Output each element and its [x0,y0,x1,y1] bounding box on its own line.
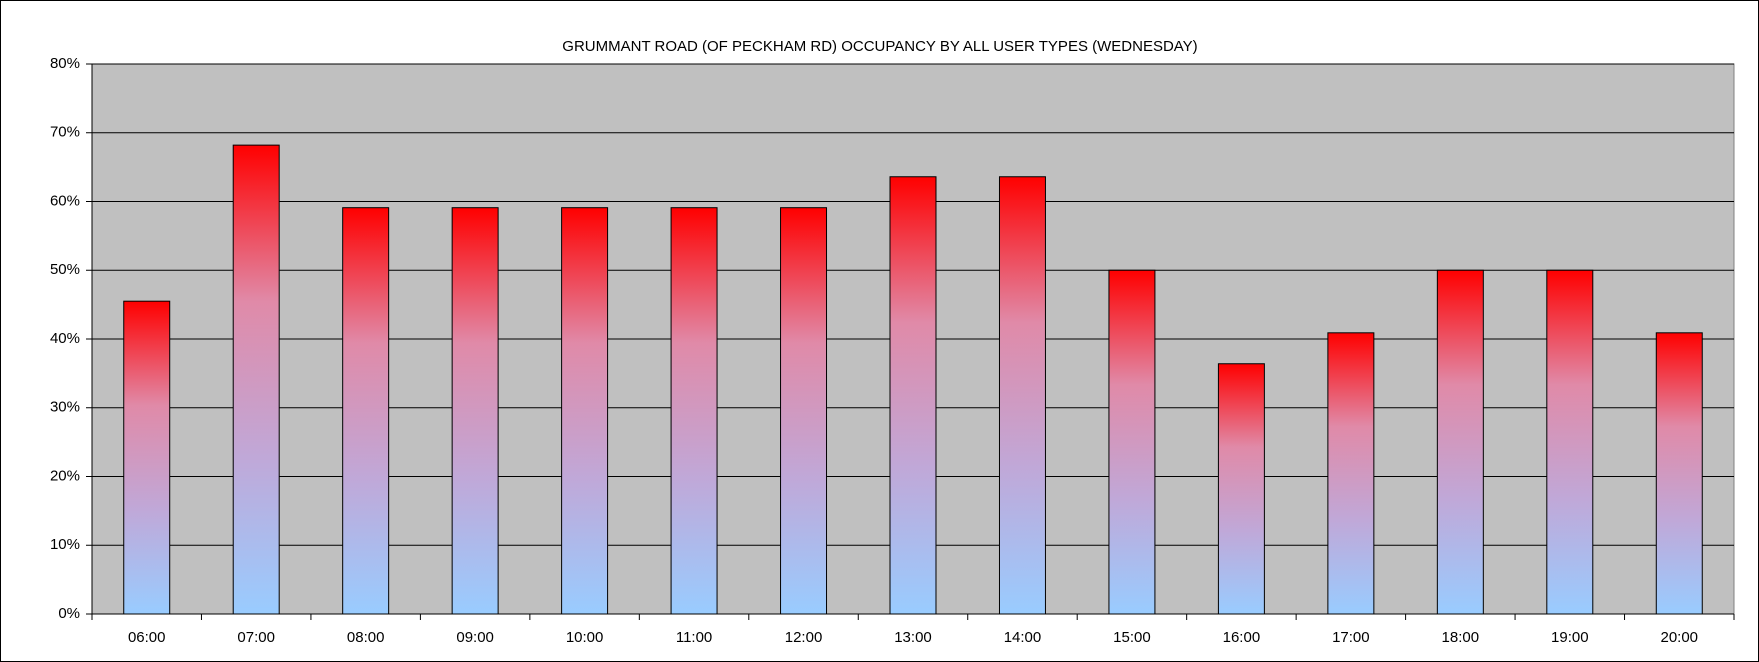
x-tick-label: 14:00 [1004,629,1042,646]
bar [998,176,1046,615]
x-tick-label: 17:00 [1332,629,1370,646]
x-tick-label: 19:00 [1551,629,1589,646]
bar [780,207,828,615]
x-tick-label: 13:00 [894,629,932,646]
y-tick-label: 70% [50,124,80,141]
x-tick-label: 06:00 [128,629,166,646]
bar [451,207,499,615]
bar [1436,269,1484,615]
x-tick-label: 16:00 [1223,629,1261,646]
y-tick-label: 40% [50,330,80,347]
bar [1217,363,1265,615]
x-tick-label: 12:00 [785,629,823,646]
y-tick-label: 20% [50,467,80,484]
x-tick-label: 07:00 [237,629,275,646]
x-tick-label: 18:00 [1442,629,1480,646]
x-tick-label: 10:00 [566,629,604,646]
x-tick-label: 09:00 [456,629,494,646]
x-tick-label: 11:00 [676,629,712,646]
bar [1655,332,1703,615]
bar [889,176,937,615]
bar [232,144,280,615]
y-tick-label: 80% [50,55,80,72]
chart-title: GRUMMANT ROAD (OF PECKHAM RD) OCCUPANCY … [562,38,1197,55]
y-tick-label: 10% [50,536,80,553]
bar [670,207,718,615]
bar [123,300,171,615]
y-tick-label: 0% [58,605,80,622]
x-tick-label: 15:00 [1113,629,1151,646]
bar [1327,332,1375,615]
bar [1108,269,1156,615]
x-tick-label: 20:00 [1660,629,1698,646]
bar [342,207,390,615]
y-tick-label: 60% [50,192,80,209]
bar [1546,269,1594,615]
y-tick-label: 30% [50,399,80,416]
y-tick-label: 50% [50,261,80,278]
bar [561,207,609,615]
x-tick-label: 08:00 [347,629,385,646]
